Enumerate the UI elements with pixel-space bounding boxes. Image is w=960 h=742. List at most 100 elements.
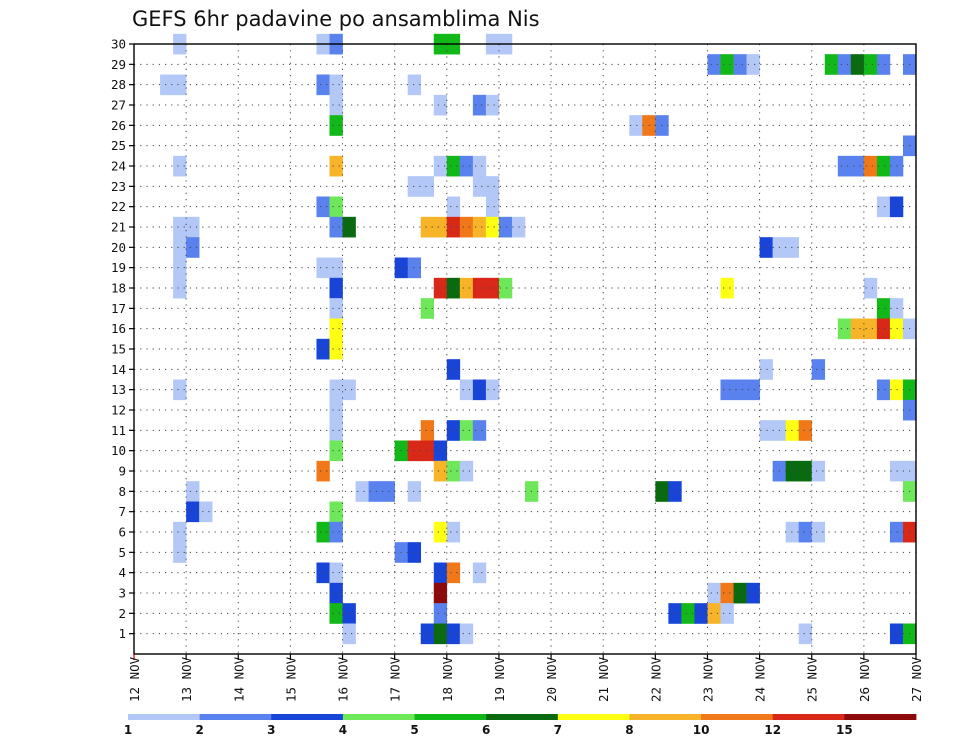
x-tick-label: 13 NOV (179, 656, 194, 702)
colorbar-label: 7 (554, 723, 562, 737)
heatmap-cell (746, 582, 760, 604)
heatmap-cell (837, 155, 852, 177)
grid-lines (134, 43, 916, 654)
heatmap-cell (173, 521, 187, 543)
heatmap-cell (420, 420, 435, 441)
heatmap-cell (446, 623, 461, 645)
colorbar-swatch (199, 714, 272, 720)
y-tick-label: 4 (118, 565, 126, 580)
colorbar-label: 12 (764, 723, 781, 737)
heatmap-cell (472, 277, 487, 299)
heatmap-cell (498, 216, 513, 238)
heatmap-cell (746, 379, 760, 401)
heatmap-cell (186, 501, 200, 523)
heatmap-cell (459, 623, 474, 645)
y-tick-label: 8 (118, 484, 126, 499)
heatmap-cell (329, 318, 343, 340)
heatmap-cell (889, 155, 904, 177)
heatmap-cell (472, 420, 487, 441)
heatmap-cell (407, 74, 422, 96)
heatmap-cell (433, 521, 448, 543)
heatmap-cell (329, 298, 343, 319)
heatmap-cell (472, 155, 487, 177)
heatmap-cell (329, 115, 343, 136)
heatmap-cell (472, 176, 487, 197)
heatmap-cell (889, 298, 904, 319)
y-tick-label: 10 (111, 443, 126, 458)
heatmap-cell (329, 521, 343, 543)
heatmap-cell (342, 623, 356, 645)
heatmap-cell (173, 277, 187, 299)
heatmap-cell (720, 379, 734, 401)
y-tick-label: 18 (111, 281, 126, 296)
colorbar-swatch (486, 714, 559, 720)
heatmap-cell (681, 603, 695, 624)
heatmap-cell (433, 460, 448, 482)
heatmap-cell (889, 623, 904, 645)
colorbar-label: 2 (195, 723, 203, 737)
y-tick-label: 6 (118, 525, 126, 540)
heatmap-cell (863, 277, 878, 299)
heatmap-cell (316, 257, 330, 279)
heatmap-cell (485, 216, 500, 238)
heatmap-cell (459, 379, 474, 401)
heatmap-cell (707, 603, 721, 624)
heatmap-cell (876, 54, 891, 75)
heatmap-cell (446, 562, 461, 584)
heatmap-cell (329, 338, 343, 360)
heatmap-cell (446, 521, 461, 543)
heatmap-cell (329, 74, 343, 96)
heatmap-cell (316, 521, 330, 543)
colorbar-label: 15 (836, 723, 853, 737)
heatmap-cell (329, 562, 343, 584)
y-axis: 1234567891011121314151617181920212223242… (111, 37, 134, 641)
heatmap-cell (355, 481, 369, 502)
heatmap-cell (407, 542, 422, 563)
heatmap-cell (329, 155, 343, 177)
heatmap-cell (420, 623, 435, 645)
colorbar-swatch (629, 714, 702, 720)
heatmap-cell (329, 216, 343, 238)
heatmap-cell (798, 460, 813, 482)
x-axis: 12 NOV 13 NOV 14 NOV 15 NOV 16 NOV 17 NOV 18 N… (127, 654, 924, 702)
heatmap-cell (863, 318, 878, 340)
heatmap-cell (889, 460, 904, 482)
x-tick-label: 19 NOV (492, 656, 507, 702)
heatmap-cell (199, 501, 213, 523)
heatmap-cell (720, 54, 734, 75)
x-tick-label: 27 NOV (909, 656, 924, 702)
colorbar-label: 3 (267, 723, 275, 737)
y-tick-label: 5 (118, 545, 126, 560)
y-tick-label: 1 (118, 626, 126, 641)
y-tick-label: 15 (111, 342, 126, 357)
heatmap-cell (472, 562, 487, 584)
heatmap-cell (472, 379, 487, 401)
heatmap-cell (173, 237, 187, 258)
heatmap-cell (186, 237, 200, 258)
heatmap-cell (459, 460, 474, 482)
colorbar-swatch (128, 714, 201, 720)
heatmap-cell (433, 277, 448, 299)
colorbar-label: 8 (625, 723, 633, 737)
heatmap-cell (472, 94, 487, 116)
heatmap-cell (446, 460, 461, 482)
heatmap-cell (498, 277, 513, 299)
y-tick-label: 26 (111, 118, 126, 133)
heatmap-cell (446, 216, 461, 238)
colorbar-label: 10 (693, 723, 710, 737)
heatmap-cell (759, 420, 773, 441)
heatmap-cell (733, 54, 747, 75)
heatmap-cell (850, 54, 865, 75)
heatmap-cell (173, 379, 187, 401)
heatmap-cell (433, 623, 448, 645)
heatmap-cell (733, 379, 747, 401)
y-tick-label: 17 (111, 301, 126, 316)
heatmap-cell (446, 277, 461, 299)
heatmap-cell (863, 155, 878, 177)
x-tick-label: 14 NOV (231, 656, 246, 702)
y-tick-label: 16 (111, 321, 126, 336)
heatmap-cell (316, 460, 330, 482)
heatmap-cell (720, 603, 734, 624)
heatmap-cell (329, 94, 343, 116)
